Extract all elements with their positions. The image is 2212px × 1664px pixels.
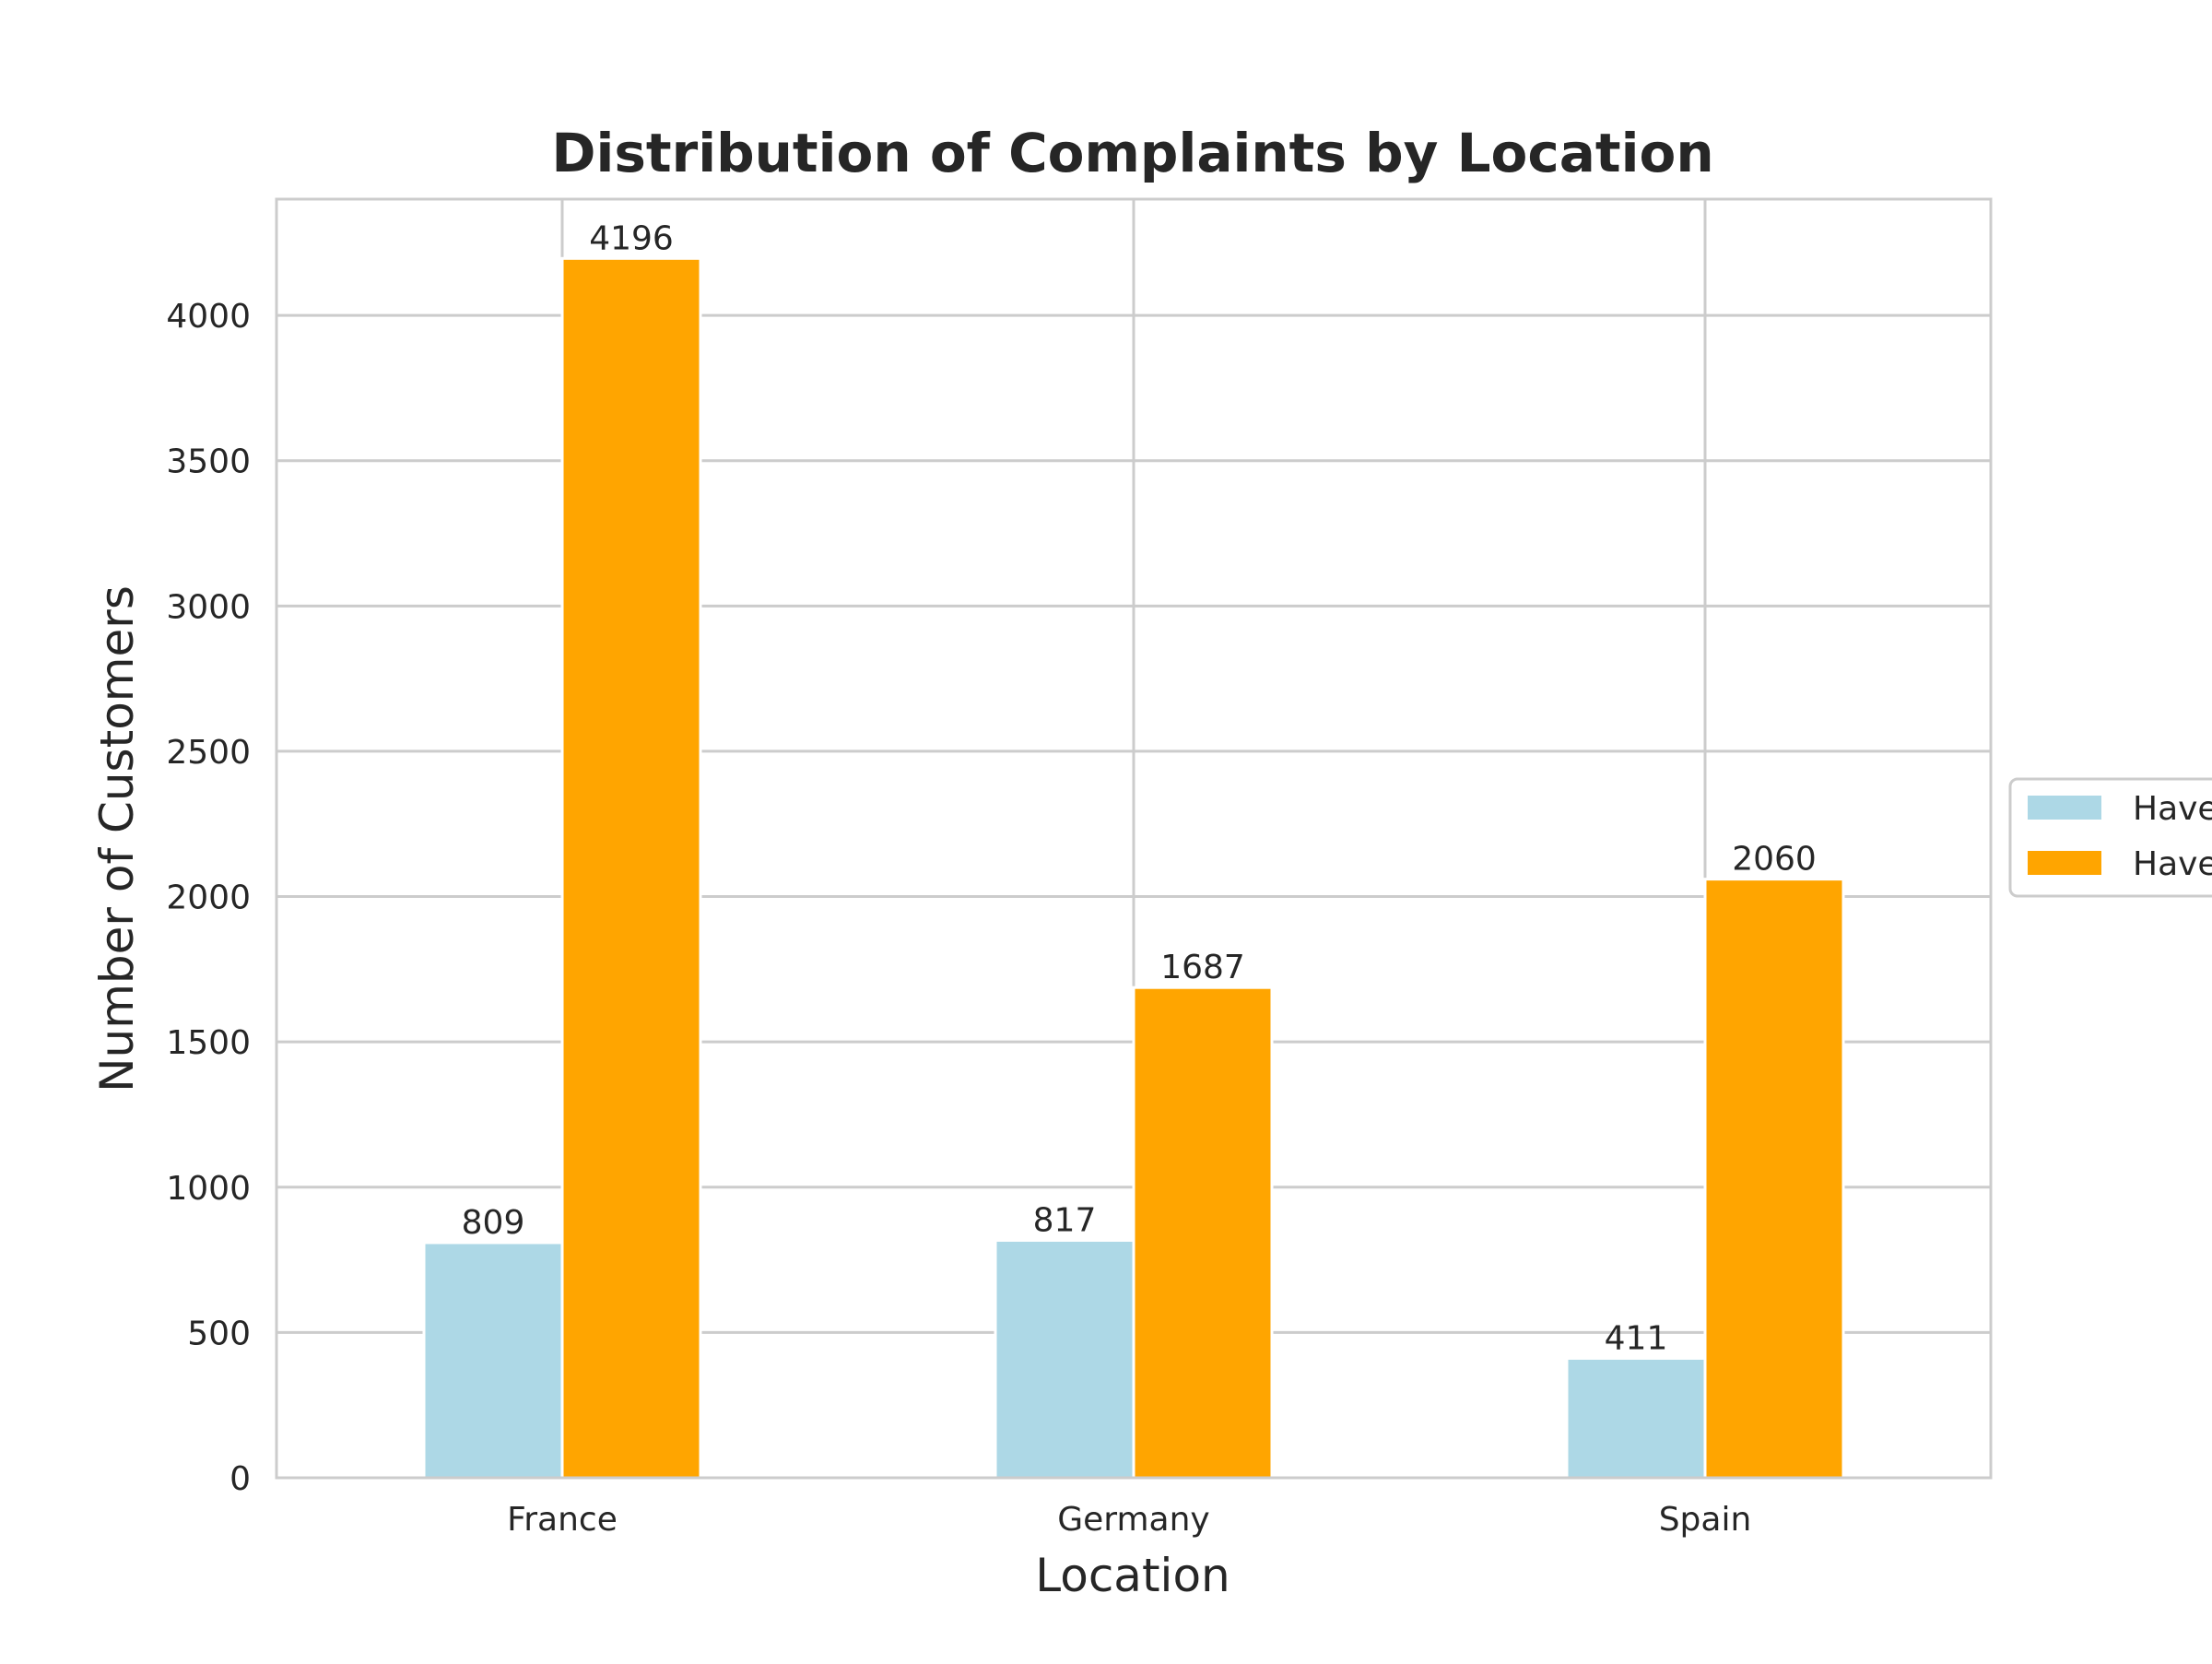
chart-title: Distribution of Complaints by Location [551,122,1713,184]
y-tick-label: 4000 [166,298,251,336]
y-tick-label: 1000 [166,1170,251,1208]
x-tick-label: Germany [1057,1501,1209,1539]
y-tick-label: 500 [187,1315,251,1352]
legend-swatch [2028,796,2101,820]
bar-france-series-1 [422,1241,564,1480]
legend: Have Have [2008,777,2212,898]
y-tick-label: 1500 [166,1024,251,1062]
y-axis-label: Number of Customers [90,585,144,1092]
x-tick-labels: France Germany Spain [507,1501,1751,1539]
value-label: 411 [1605,1319,1668,1357]
value-label: 817 [1033,1201,1097,1239]
legend-label: Have [2133,845,2212,883]
plot-frame [275,197,1993,1480]
bar-germany-series-1 [994,1238,1135,1480]
value-label: 2060 [1732,841,1817,879]
bar-germany-series-2 [1132,985,1274,1480]
y-tick-labels: 0 500 1000 1500 2000 2500 3000 3500 4000 [166,298,251,1498]
legend-swatch [2028,851,2101,875]
bars [422,256,1845,1480]
value-label: 809 [462,1204,525,1242]
y-tick-label: 2500 [166,734,251,772]
bar-spain-series-1 [1565,1356,1707,1480]
y-tick-label: 0 [229,1460,251,1498]
x-tick-label: France [507,1501,618,1539]
value-label: 1687 [1160,949,1245,986]
value-labels: 809 817 411 4196 1687 2060 [462,219,1817,1357]
y-tick-label: 2000 [166,879,251,917]
y-tick-label: 3000 [166,588,251,626]
value-label: 4196 [589,219,674,257]
legend-label: Have [2133,790,2212,828]
x-axis-label: Location [1035,1549,1230,1602]
bar-france-series-2 [560,256,702,1480]
bar-spain-series-2 [1703,878,1845,1480]
y-tick-label: 3500 [166,443,251,481]
x-tick-label: Spain [1659,1501,1752,1539]
